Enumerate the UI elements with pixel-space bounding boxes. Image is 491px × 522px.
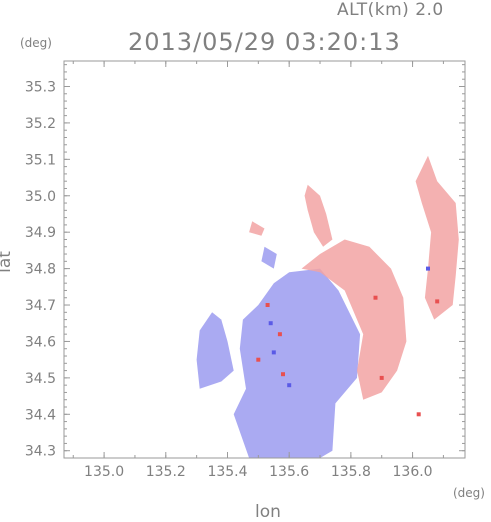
tick-layer: 135.0 135.2 135.4 135.6 135.8 136.0 34.3 34.4 34… <box>25 61 465 480</box>
echo-speckle <box>379 375 384 380</box>
x-axis-label: lon <box>255 502 281 522</box>
receding-echo-east <box>301 239 407 400</box>
echo-speckle <box>271 350 276 355</box>
y-tick-label: 34.9 <box>25 225 56 241</box>
x-tick-label: 135.6 <box>269 464 309 480</box>
echo-speckle <box>277 332 282 337</box>
echo-speckle <box>281 372 285 377</box>
x-tick-label: 135.0 <box>84 464 124 480</box>
y-tick-label: 34.4 <box>25 407 56 423</box>
y-tick-label: 34.7 <box>25 298 56 314</box>
y-tick-label: 34.8 <box>25 262 56 278</box>
approaching-speckle-central <box>261 246 277 269</box>
echo-speckle <box>268 321 273 326</box>
approaching-cell-west <box>196 312 234 389</box>
echo-layer <box>196 155 459 458</box>
main-approaching-echo <box>233 268 361 458</box>
x-tick-label: 135.8 <box>331 464 371 480</box>
x-axis-unit: (deg) <box>453 486 485 500</box>
echo-speckle <box>256 357 261 362</box>
echo-speckle <box>287 383 292 388</box>
echo-speckle <box>435 299 440 304</box>
receding-speckle-north <box>249 221 265 236</box>
echo-speckle <box>373 295 378 300</box>
altitude-label: ALT(km) 2.0 <box>337 0 444 20</box>
echo-speckle <box>426 266 430 271</box>
x-tick-label: 136.0 <box>393 464 433 480</box>
y-tick-label: 35.0 <box>25 189 56 205</box>
y-tick-label: 35.2 <box>25 116 56 132</box>
x-tick-label: 135.4 <box>207 464 247 480</box>
timestamp-title: 2013/05/29 03:20:13 <box>128 28 401 56</box>
y-tick-label: 35.1 <box>25 152 56 168</box>
x-tick-label: 135.2 <box>146 464 186 480</box>
y-axis-unit: (deg) <box>20 36 52 50</box>
y-tick-label: 34.3 <box>25 444 56 460</box>
receding-cell-north <box>304 184 333 247</box>
echo-speckle <box>265 303 270 307</box>
receding-arc-northeast <box>415 155 459 320</box>
plot-frame <box>63 60 466 459</box>
echo-speckle <box>416 412 421 417</box>
y-tick-label: 34.6 <box>25 334 56 350</box>
y-tick-label: 35.3 <box>25 79 56 95</box>
y-tick-label: 34.5 <box>25 371 56 387</box>
